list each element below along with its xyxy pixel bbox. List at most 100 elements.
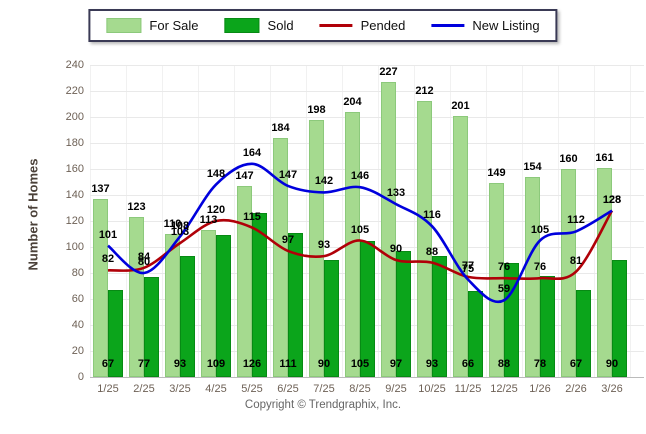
sold-value-label: 97	[389, 358, 403, 370]
chart-legend: For Sale Sold Pended New Listing	[88, 9, 558, 42]
y-tick-label: 180	[65, 137, 84, 149]
x-tick-label: 1/26	[529, 383, 551, 395]
for-sale-bar	[417, 101, 432, 377]
for-sale-value-label: 113	[199, 214, 218, 227]
pended-value-label: 105	[350, 223, 370, 236]
sold-value-label: 77	[137, 358, 151, 370]
y-tick-label: 20	[71, 345, 84, 357]
sold-value-label: 93	[173, 358, 187, 370]
new-listing-value-label: 108	[170, 219, 190, 232]
x-tick-label: 6/25	[277, 383, 299, 395]
horizontal-grid-line	[90, 65, 644, 66]
for-sale-bar	[561, 169, 576, 377]
pended-value-label: 90	[389, 243, 403, 255]
new-listing-value-label: 142	[314, 175, 334, 188]
sold-bar	[360, 240, 375, 377]
sold-value-label: 90	[317, 358, 331, 370]
new-listing-line-swatch-icon	[431, 24, 465, 27]
x-tick-label: 2/26	[565, 383, 587, 395]
for-sale-value-label: 161	[595, 151, 614, 164]
legend-item-new-listing: New Listing	[431, 18, 540, 33]
sold-bar	[252, 213, 267, 377]
for-sale-value-label: 212	[415, 85, 434, 98]
pended-value-label: 77	[461, 259, 475, 272]
for-sale-bar	[489, 183, 504, 377]
pended-value-label: 128	[602, 193, 622, 206]
for-sale-value-label: 201	[451, 99, 470, 112]
for-sale-bar	[201, 230, 216, 377]
new-listing-value-label: 112	[567, 214, 585, 227]
pended-line-swatch-icon	[319, 24, 353, 27]
sold-bar	[612, 260, 627, 377]
x-tick-label: 1/25	[97, 383, 119, 395]
y-tick-label: 120	[65, 215, 84, 227]
for-sale-value-label: 160	[559, 153, 578, 165]
legend-item-sold: Sold	[224, 18, 294, 33]
new-listing-value-label: 80	[137, 256, 151, 268]
for-sale-bar	[453, 115, 468, 377]
new-listing-value-label: 59	[497, 283, 511, 296]
sold-value-label: 90	[605, 358, 619, 370]
x-tick-label: 2/25	[133, 383, 155, 395]
x-tick-label: 12/25	[490, 383, 518, 395]
for-sale-value-label: 198	[307, 103, 326, 116]
sold-value-label: 105	[350, 358, 370, 370]
legend-label: Sold	[267, 18, 294, 33]
for-sale-value-label: 154	[523, 160, 542, 173]
new-listing-value-label: 148	[206, 167, 226, 180]
y-tick-label: 220	[65, 85, 84, 97]
y-tick-label: 80	[71, 267, 84, 279]
sold-value-label: 67	[101, 358, 115, 370]
x-tick-label: 3/26	[601, 383, 623, 395]
legend-item-for-sale: For Sale	[106, 18, 199, 33]
for-sale-value-label: 149	[487, 167, 506, 180]
sold-swatch-icon	[224, 18, 260, 33]
pended-value-label: 97	[281, 233, 295, 246]
pended-value-label: 84	[137, 250, 151, 263]
horizontal-grid-line	[90, 117, 644, 118]
x-tick-label: 4/25	[205, 383, 227, 395]
x-tick-label: 5/25	[241, 383, 263, 395]
copyright-text: Copyright © Trendgraphix, Inc.	[244, 399, 402, 411]
legend-label: Pended	[360, 18, 406, 33]
y-tick-label: 0	[77, 371, 84, 383]
new-listing-value-label: 101	[98, 228, 118, 241]
for-sale-bar	[381, 81, 396, 377]
sold-bar	[288, 232, 303, 377]
for-sale-swatch-icon	[106, 18, 142, 33]
for-sale-bar	[525, 176, 540, 377]
y-tick-label: 60	[71, 293, 84, 305]
for-sale-value-label: 227	[379, 65, 398, 78]
sold-bar	[216, 235, 231, 377]
y-tick-label: 240	[65, 59, 84, 71]
x-tick-label: 3/25	[169, 383, 191, 395]
sold-value-label: 109	[206, 358, 226, 370]
y-tick-label: 140	[65, 189, 84, 201]
new-listing-value-label: 164	[242, 146, 262, 159]
horizontal-grid-line	[90, 91, 644, 92]
pended-value-label: 82	[101, 253, 115, 266]
pended-value-label: 76	[533, 261, 547, 274]
for-sale-bar	[165, 234, 180, 377]
pended-value-label: 93	[317, 239, 331, 252]
for-sale-bar	[93, 198, 108, 377]
for-sale-value-label: 110	[163, 218, 182, 230]
legend-item-pended: Pended	[319, 18, 406, 33]
horizontal-grid-line	[90, 377, 644, 378]
legend-label: New Listing	[472, 18, 540, 33]
for-sale-value-label: 147	[235, 169, 254, 182]
new-listing-value-label: 133	[386, 187, 406, 200]
pended-value-label: 81	[569, 254, 583, 267]
for-sale-value-label: 123	[127, 201, 146, 214]
pended-value-label: 103	[170, 226, 190, 239]
horizontal-grid-line	[90, 143, 644, 144]
sold-value-label: 93	[425, 358, 439, 370]
new-listing-value-label: 105	[530, 223, 550, 236]
for-sale-bar	[345, 111, 360, 377]
pended-value-label: 120	[206, 204, 226, 216]
x-tick-label: 11/25	[454, 383, 482, 395]
new-listing-value-label: 116	[423, 209, 441, 222]
new-listing-value-label: 146	[350, 170, 370, 183]
